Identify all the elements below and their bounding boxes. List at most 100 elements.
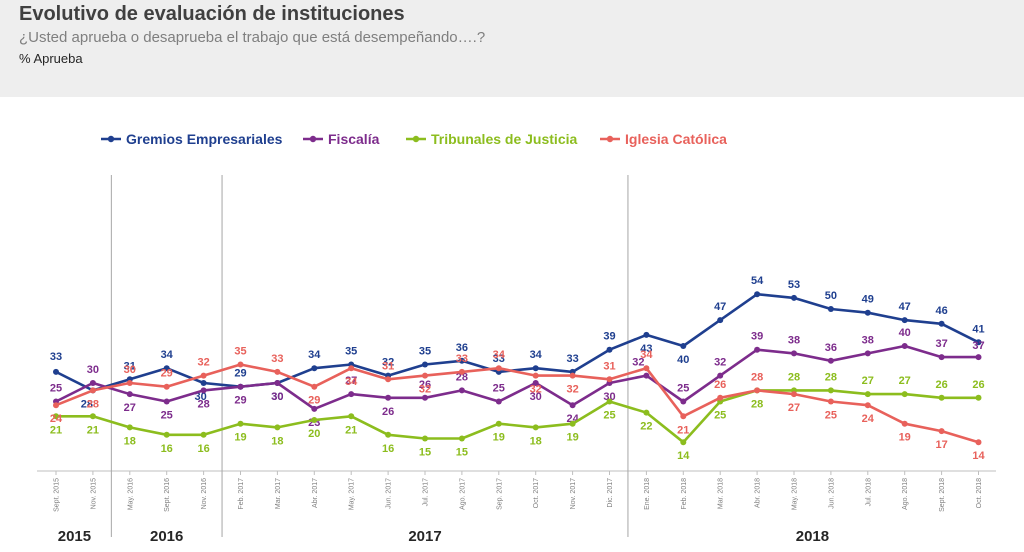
data-label: 38 <box>862 334 874 346</box>
data-point <box>53 402 59 409</box>
data-point <box>348 391 355 398</box>
data-label: 39 <box>603 331 615 343</box>
data-point <box>717 372 724 379</box>
data-point <box>975 439 982 446</box>
data-label: 53 <box>788 279 800 291</box>
x-tick-label: Nov. 2016 <box>201 478 208 509</box>
x-tick-label: Sept. 2015 <box>54 478 61 512</box>
data-label: 32 <box>566 384 578 396</box>
data-label: 24 <box>50 413 63 425</box>
data-point <box>754 291 761 298</box>
data-point <box>864 402 871 409</box>
data-point <box>237 361 244 368</box>
data-point <box>606 376 613 383</box>
data-label: 26 <box>419 379 431 391</box>
data-point <box>975 339 982 346</box>
data-label: 29 <box>234 368 246 380</box>
data-label: 19 <box>493 432 505 444</box>
data-label: 18 <box>124 435 136 447</box>
data-label: 27 <box>124 402 136 414</box>
data-point <box>827 306 834 312</box>
data-label: 30 <box>194 391 206 403</box>
data-label: 34 <box>345 376 358 388</box>
data-point <box>606 398 613 405</box>
data-label: 27 <box>862 375 874 387</box>
data-label: 28 <box>81 398 93 410</box>
data-label: 19 <box>234 432 246 444</box>
data-point <box>495 398 502 405</box>
data-label: 19 <box>899 432 911 444</box>
data-label: 26 <box>382 406 394 418</box>
data-label: 24 <box>862 413 875 425</box>
data-label: 41 <box>972 323 984 335</box>
data-label: 28 <box>197 398 209 410</box>
line-chart: Sept. 2015 Nov. 2015 May. 2016 Sept. 2016 No… <box>37 131 996 545</box>
data-point <box>89 387 96 394</box>
data-label: 28 <box>825 371 837 383</box>
data-label: 35 <box>234 346 246 358</box>
x-tick-label: Feb. 2017 <box>238 478 245 510</box>
x-tick-label: May. 2018 <box>792 478 799 510</box>
series-1: 2530272528293023272626282530243032253239… <box>50 327 985 429</box>
legend-label: Iglesia Católica <box>625 131 727 147</box>
data-label: 34 <box>493 349 506 361</box>
data-label: 40 <box>677 354 689 366</box>
data-label: 33 <box>493 353 505 365</box>
data-label: 32 <box>382 357 394 369</box>
data-label: 21 <box>87 424 99 436</box>
data-label: 25 <box>603 410 615 422</box>
x-tick-label: Mar. 2018 <box>718 478 725 509</box>
data-label: 33 <box>271 353 283 365</box>
data-label: 18 <box>271 435 283 447</box>
measure-note: % Aprueba <box>19 51 83 66</box>
x-tick-label: Abr. 2018 <box>755 478 762 508</box>
data-point <box>237 420 244 427</box>
data-point <box>827 357 834 364</box>
data-point <box>422 361 428 368</box>
data-label: 26 <box>935 379 947 391</box>
data-label: 34 <box>308 349 321 361</box>
data-point <box>569 372 576 379</box>
data-point <box>643 365 650 372</box>
data-point <box>975 354 982 361</box>
data-point <box>163 365 170 372</box>
data-point <box>864 391 871 398</box>
data-label: 28 <box>788 371 800 383</box>
data-point <box>680 398 687 405</box>
data-label: 16 <box>161 443 173 455</box>
series-line <box>55 292 980 392</box>
data-point <box>569 420 576 427</box>
data-label: 15 <box>456 447 468 459</box>
data-label: 27 <box>345 375 357 387</box>
data-label: 32 <box>632 357 644 369</box>
data-point <box>89 380 96 386</box>
x-tick-label: Jun. 2017 <box>386 478 393 509</box>
data-label: 29 <box>308 395 320 407</box>
data-label: 54 <box>751 275 764 287</box>
data-point <box>274 380 281 386</box>
data-point <box>643 331 650 338</box>
data-label: 34 <box>161 349 174 361</box>
data-label: 33 <box>50 351 62 363</box>
x-tick-label: Ago. 2018 <box>902 478 909 510</box>
data-point <box>126 391 133 398</box>
data-label: 26 <box>714 379 726 391</box>
data-label: 28 <box>751 398 763 410</box>
data-label: 26 <box>972 379 984 391</box>
data-point <box>385 431 392 438</box>
data-point <box>200 372 207 379</box>
data-label: 30 <box>271 391 283 403</box>
data-point <box>754 346 761 353</box>
legend-marker <box>606 135 614 143</box>
data-label: 33 <box>456 353 468 365</box>
data-point <box>864 309 871 316</box>
data-point <box>643 409 650 416</box>
data-label: 25 <box>493 383 505 395</box>
data-point <box>385 376 392 383</box>
data-point <box>495 365 502 372</box>
data-label: 25 <box>677 383 689 395</box>
data-point <box>680 413 687 420</box>
data-point <box>458 357 465 364</box>
year-label: 2015 <box>58 528 91 545</box>
